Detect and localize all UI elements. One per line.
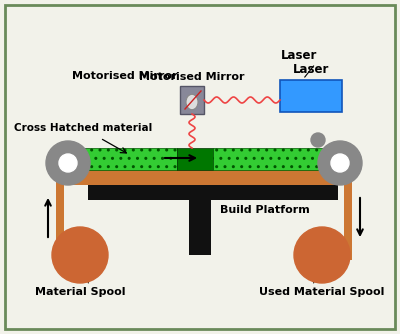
Circle shape <box>318 141 362 185</box>
Bar <box>213 148 340 170</box>
Bar <box>189 200 211 255</box>
Text: Motorised Mirror: Motorised Mirror <box>72 71 178 81</box>
Text: Build Platform: Build Platform <box>220 205 310 215</box>
Bar <box>56 170 64 260</box>
Circle shape <box>294 227 350 283</box>
Text: Cross Hatched material: Cross Hatched material <box>14 123 152 133</box>
Text: Laser: Laser <box>293 63 329 76</box>
Text: Motorised Mirror: Motorised Mirror <box>139 72 245 82</box>
Text: Laser: Laser <box>280 49 317 62</box>
Bar <box>344 170 352 260</box>
Text: Material Spool: Material Spool <box>35 287 125 297</box>
Bar <box>68 148 177 170</box>
Circle shape <box>331 154 349 172</box>
Bar <box>280 80 342 112</box>
Circle shape <box>311 133 325 147</box>
Bar <box>68 170 340 185</box>
Circle shape <box>59 154 77 172</box>
Circle shape <box>52 227 108 283</box>
Bar <box>180 86 204 114</box>
Bar <box>177 148 213 170</box>
Bar <box>68 148 177 170</box>
Bar <box>88 185 338 200</box>
Circle shape <box>46 141 90 185</box>
Ellipse shape <box>186 94 198 110</box>
Bar <box>213 148 340 170</box>
Text: Used Material Spool: Used Material Spool <box>259 287 385 297</box>
